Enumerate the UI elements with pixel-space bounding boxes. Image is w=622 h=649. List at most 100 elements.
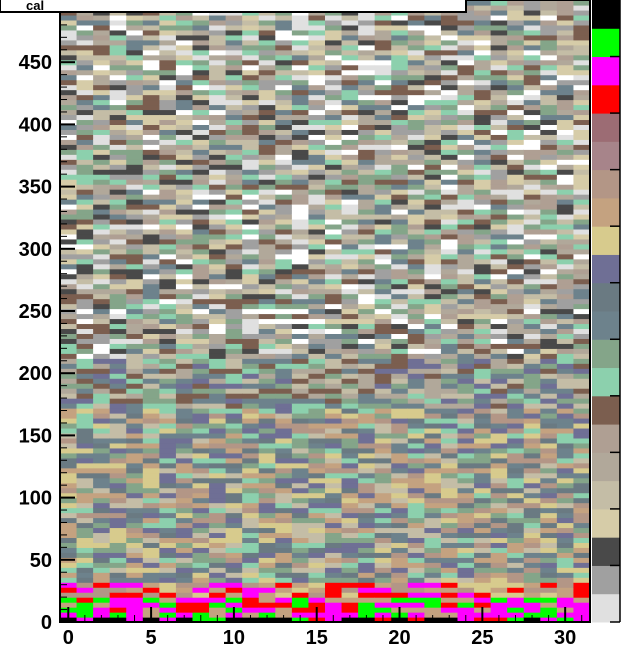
heatmap-cell <box>258 84 276 91</box>
heatmap-cell <box>391 94 409 101</box>
heatmap-cell <box>93 522 111 529</box>
heatmap-cell <box>192 537 210 543</box>
heatmap-cell <box>556 582 575 588</box>
heatmap-cell <box>325 99 343 106</box>
heatmap-cell <box>175 208 194 215</box>
heatmap-cell <box>159 532 177 539</box>
heatmap-cell <box>175 333 194 339</box>
heatmap-cell <box>490 233 508 240</box>
heatmap-cell <box>325 154 343 160</box>
heatmap-cell <box>556 467 575 474</box>
heatmap-cell <box>325 388 343 394</box>
heatmap-cell <box>192 437 210 444</box>
heatmap-cell <box>192 29 210 36</box>
heatmap-cell <box>556 318 575 325</box>
heatmap-cell <box>540 323 558 330</box>
heatmap-cell <box>424 154 442 160</box>
heatmap-cell <box>109 278 127 285</box>
heatmap-cell <box>291 54 310 61</box>
heatmap-cell <box>341 34 359 41</box>
heatmap-cell <box>374 64 392 71</box>
heatmap-cell <box>573 109 591 116</box>
heatmap-cell <box>275 512 293 519</box>
heatmap-cell <box>209 517 227 524</box>
heatmap-cell <box>192 109 210 116</box>
heatmap-cell <box>209 318 227 325</box>
heatmap-cell <box>407 562 425 568</box>
heatmap-cell <box>93 184 111 190</box>
heatmap-cell <box>474 467 492 474</box>
heatmap-cell <box>424 363 442 369</box>
heatmap-cell <box>159 457 177 464</box>
heatmap-cell <box>573 204 591 210</box>
heatmap-cell <box>242 54 260 61</box>
heatmap-cell <box>76 368 94 374</box>
heatmap-cell <box>407 164 425 170</box>
heatmap-cell <box>142 308 160 315</box>
heatmap-cell <box>60 408 78 414</box>
heatmap-cell <box>242 169 260 175</box>
heatmap-cell <box>341 268 359 275</box>
heatmap-cell <box>540 612 558 618</box>
heatmap-cell <box>76 104 94 111</box>
heatmap-cell <box>490 213 508 220</box>
heatmap-cell <box>490 328 508 334</box>
heatmap-cell <box>457 502 475 509</box>
heatmap-cell <box>225 24 243 31</box>
heatmap-cell <box>242 592 260 598</box>
heatmap-cell <box>540 213 558 220</box>
heatmap-cell <box>192 383 210 389</box>
heatmap-cell <box>291 542 310 548</box>
heatmap-cell <box>573 338 591 344</box>
heatmap-cell <box>457 422 475 429</box>
heatmap-cell <box>540 94 558 101</box>
heatmap-cell <box>424 84 442 91</box>
heatmap-cell <box>209 383 227 389</box>
heatmap-cell <box>242 452 260 459</box>
heatmap-cell <box>291 427 310 434</box>
heatmap-cell <box>440 74 459 81</box>
heatmap-cell <box>374 44 392 51</box>
heatmap-cell <box>523 482 541 489</box>
heatmap-cell <box>109 29 127 36</box>
heatmap-cell <box>457 184 475 190</box>
heatmap-cell <box>258 507 276 514</box>
heatmap-cell <box>175 432 194 439</box>
heatmap-cell <box>507 318 525 325</box>
heatmap-cell <box>225 422 243 429</box>
heatmap-cell <box>325 343 343 349</box>
heatmap-cell <box>209 482 227 489</box>
heatmap-cell <box>225 517 243 524</box>
heatmap-cell <box>209 208 227 215</box>
heatmap-cell <box>159 94 177 101</box>
heatmap-cell <box>258 223 276 230</box>
heatmap-cell <box>523 323 541 330</box>
heatmap-cell <box>523 189 541 195</box>
heatmap-cell <box>175 447 194 454</box>
heatmap-cell <box>341 422 359 429</box>
heatmap-cell <box>159 223 177 230</box>
heatmap-cell <box>474 174 492 180</box>
heatmap-cell <box>325 228 343 235</box>
heatmap-cell <box>308 437 326 444</box>
heatmap-cell <box>391 89 409 96</box>
heatmap-cell <box>192 164 210 170</box>
heatmap-cell <box>457 169 475 175</box>
heatmap-cell <box>407 283 425 290</box>
heatmap-cell <box>424 582 442 588</box>
heatmap-cell <box>325 348 343 354</box>
heatmap-cell <box>424 607 442 613</box>
heatmap-cell <box>60 437 78 444</box>
heatmap-cell <box>358 328 376 334</box>
heatmap-cell <box>159 74 177 81</box>
heatmap-cell <box>159 353 177 359</box>
heatmap-cell <box>142 154 160 160</box>
heatmap-cell <box>490 572 508 578</box>
heatmap-cell <box>325 457 343 464</box>
heatmap-cell <box>159 482 177 489</box>
heatmap-cell <box>93 149 111 155</box>
heatmap-cell <box>93 199 111 205</box>
heatmap-cell <box>407 408 425 414</box>
heatmap-cell <box>242 522 260 529</box>
heatmap-cell <box>175 258 194 265</box>
